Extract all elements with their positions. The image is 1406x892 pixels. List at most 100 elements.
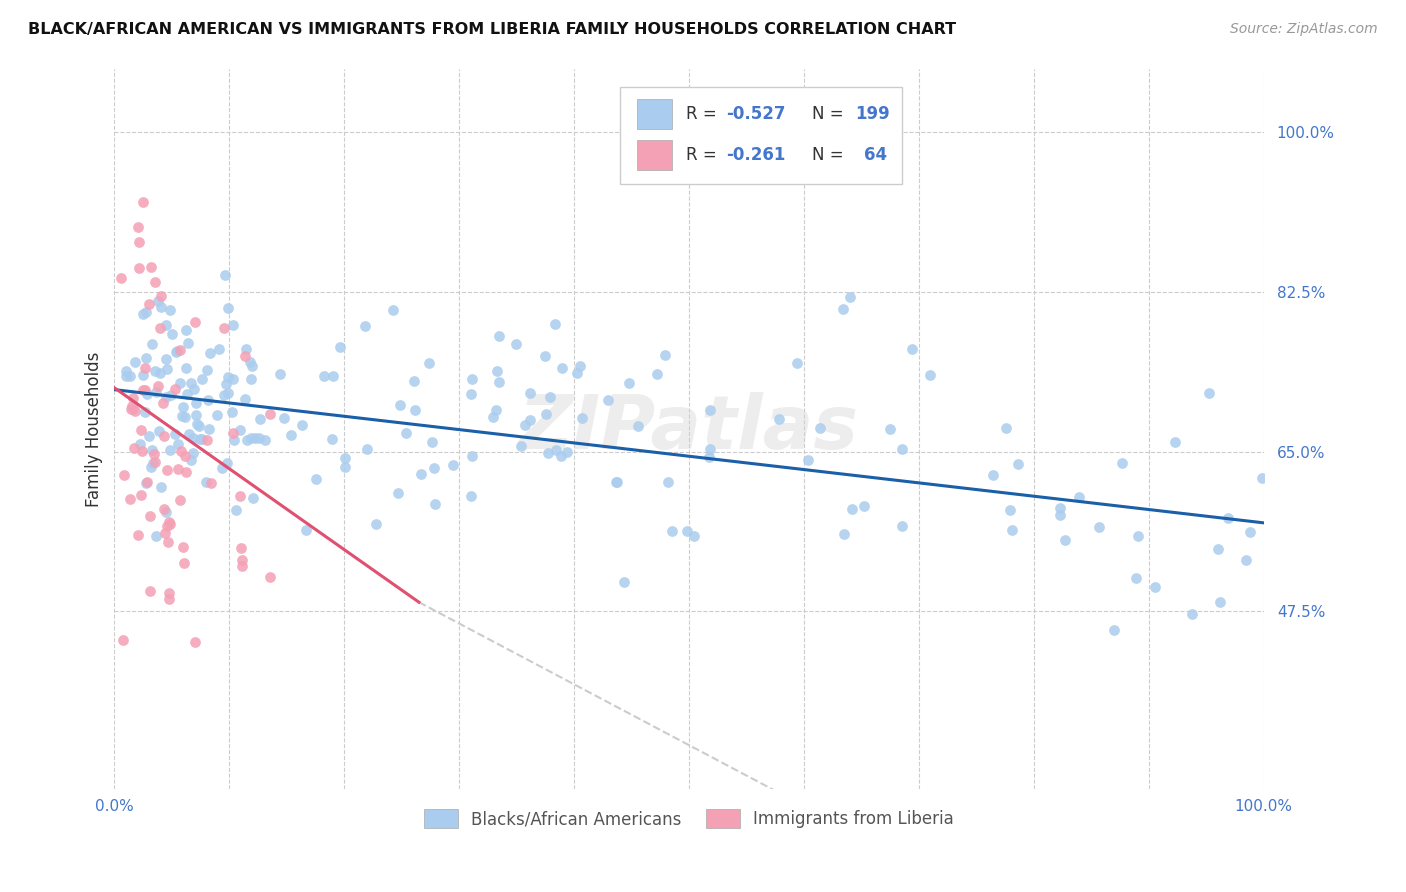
Point xyxy=(211,461,233,475)
Point xyxy=(387,486,409,500)
Point xyxy=(852,500,875,514)
Point xyxy=(186,417,208,432)
Point xyxy=(195,434,218,448)
Point xyxy=(534,407,557,421)
Point xyxy=(136,387,159,401)
Point xyxy=(172,409,194,424)
Point xyxy=(176,386,198,401)
Text: ZIPatlas: ZIPatlas xyxy=(519,392,859,466)
Point xyxy=(259,408,281,422)
Point xyxy=(212,321,235,335)
Point xyxy=(1049,500,1071,515)
Point xyxy=(259,570,281,584)
Point xyxy=(145,528,167,542)
Point xyxy=(143,276,166,290)
Point xyxy=(174,410,197,425)
Point xyxy=(132,194,155,209)
Point xyxy=(1206,541,1229,556)
Point xyxy=(322,369,344,384)
Point xyxy=(174,449,197,463)
Point xyxy=(240,371,263,385)
Point xyxy=(404,402,426,417)
Point xyxy=(155,519,177,533)
Point xyxy=(166,462,188,476)
Point xyxy=(167,436,190,450)
Text: R =: R = xyxy=(686,105,721,123)
Point xyxy=(617,376,640,391)
Point xyxy=(169,343,191,358)
Point xyxy=(676,524,699,538)
Point xyxy=(321,432,343,446)
Point xyxy=(364,517,387,532)
Point xyxy=(699,402,721,417)
Point xyxy=(142,448,165,462)
Point xyxy=(200,476,222,491)
Point xyxy=(207,409,229,423)
Bar xyxy=(637,99,672,129)
Point xyxy=(568,359,591,373)
Point xyxy=(505,336,527,351)
Point xyxy=(174,465,197,479)
Point xyxy=(135,351,157,365)
Point xyxy=(173,556,195,570)
Point xyxy=(187,418,209,433)
Point xyxy=(222,371,245,385)
Point xyxy=(1067,490,1090,504)
Point xyxy=(145,385,167,400)
Point xyxy=(1209,595,1232,609)
Point xyxy=(513,418,536,433)
Point xyxy=(797,453,820,467)
Point xyxy=(901,342,924,356)
Point xyxy=(146,293,169,308)
Point xyxy=(486,364,509,378)
Text: 199: 199 xyxy=(856,105,890,123)
Point xyxy=(294,524,316,538)
Point xyxy=(1049,508,1071,523)
Point xyxy=(1087,519,1109,533)
Point xyxy=(183,446,205,460)
Point xyxy=(551,361,574,376)
Point xyxy=(124,404,146,418)
Point xyxy=(291,417,314,432)
Point xyxy=(141,460,163,475)
Point xyxy=(157,592,180,607)
Point xyxy=(169,493,191,508)
Point xyxy=(217,385,239,400)
Point xyxy=(1126,529,1149,543)
Point xyxy=(460,372,482,386)
Point xyxy=(194,475,217,489)
Point xyxy=(697,450,720,464)
Point xyxy=(1234,552,1257,566)
Point xyxy=(1143,580,1166,594)
Bar xyxy=(637,140,672,170)
Point xyxy=(221,405,243,419)
Point xyxy=(148,424,170,438)
Point xyxy=(110,270,132,285)
Point xyxy=(118,492,141,507)
Point xyxy=(197,362,219,376)
Point xyxy=(242,491,264,506)
Point xyxy=(183,383,205,397)
Point xyxy=(546,443,568,458)
Point xyxy=(832,526,855,541)
Point xyxy=(645,367,668,381)
Point xyxy=(124,355,146,369)
Point xyxy=(121,391,143,405)
Point xyxy=(138,429,160,443)
Point xyxy=(482,409,505,424)
Point xyxy=(160,326,183,341)
Text: Source: ZipAtlas.com: Source: ZipAtlas.com xyxy=(1230,22,1378,37)
Point xyxy=(231,559,253,574)
Point xyxy=(395,425,418,440)
Point xyxy=(1000,523,1022,537)
Point xyxy=(354,318,377,333)
Y-axis label: Family Households: Family Households xyxy=(86,351,103,507)
Point xyxy=(333,459,356,474)
Point xyxy=(157,585,180,599)
Point xyxy=(1181,607,1204,622)
Point xyxy=(139,584,162,599)
Point xyxy=(657,475,679,490)
Point xyxy=(418,356,440,370)
Point xyxy=(786,356,808,370)
Point xyxy=(149,321,172,335)
